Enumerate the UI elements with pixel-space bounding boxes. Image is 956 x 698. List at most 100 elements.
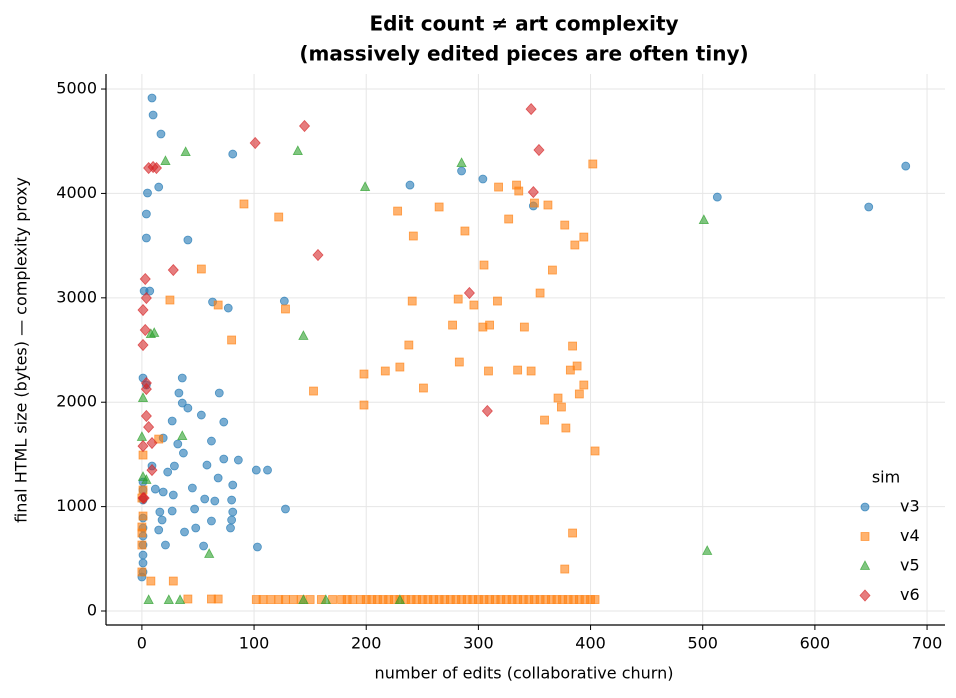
point [177,430,188,440]
point [540,415,549,425]
point [180,146,191,156]
point [141,233,151,243]
point [457,166,466,176]
point [148,110,158,120]
point [173,439,183,449]
point [281,504,290,514]
point [168,576,178,586]
point [170,461,179,471]
point [864,202,874,212]
point [239,199,249,209]
point [298,330,309,340]
legend-label: v6 [900,585,920,604]
point [149,327,160,337]
point [249,136,261,150]
point [292,145,303,155]
x-axis-label: number of edits (collaborative churn) [375,664,674,683]
x-tick-label: 0 [137,634,147,653]
point [154,525,164,535]
point [348,595,358,604]
point [535,288,545,298]
point [233,455,243,465]
point [702,545,713,555]
point [180,527,189,537]
point [568,528,578,538]
point [141,209,151,219]
point [281,304,290,314]
point [143,594,154,604]
point [408,231,418,241]
point [228,507,238,517]
legend-marker [860,502,870,512]
point [150,484,160,494]
point [380,366,390,376]
point [207,516,216,526]
point [138,450,148,460]
point [137,303,149,317]
point [219,417,229,427]
point [590,595,600,604]
legend-marker [859,560,871,570]
point [163,594,174,604]
point [137,338,149,352]
point [226,523,235,533]
point [177,373,187,383]
point [556,402,566,412]
point [190,504,200,514]
point [145,286,155,296]
point [219,454,229,464]
legend-marker [859,589,871,602]
point [281,595,290,604]
point [574,389,584,399]
point [167,263,179,277]
point [183,403,193,413]
point [154,182,164,192]
x-tick-label: 600 [800,634,831,653]
point [481,404,493,418]
point [138,558,148,568]
point [158,487,168,497]
legend-label: v5 [900,556,920,575]
point [146,436,158,450]
point [514,186,524,196]
point [137,540,147,550]
point [359,369,369,379]
point [228,149,238,159]
point [213,594,223,604]
point [196,410,206,420]
y-tick-label: 3000 [56,287,97,306]
point [167,506,177,516]
point [199,541,208,551]
point [140,382,152,396]
point [320,594,332,604]
point [453,294,463,304]
y-tick-label: 1000 [56,496,97,515]
point [139,323,151,337]
point [210,496,220,506]
point [484,366,493,376]
point [469,300,479,310]
chart-title: (massively edited pieces are often tiny) [299,42,748,66]
point [191,523,201,533]
point [359,181,371,191]
point [298,119,311,133]
point [393,206,403,216]
point [136,431,148,441]
point [434,202,444,212]
x-tick-label: 200 [351,634,382,653]
point [570,240,580,250]
point [143,420,155,434]
y-tick-label: 2000 [56,392,97,411]
point [395,362,405,372]
point [527,185,539,199]
point [150,161,163,175]
y-tick-label: 0 [87,601,97,620]
legend-label: v3 [900,497,920,516]
point [155,507,165,517]
point [533,143,545,157]
legend-marker [860,532,870,541]
point [137,528,147,538]
point [227,515,237,525]
point [901,161,911,171]
